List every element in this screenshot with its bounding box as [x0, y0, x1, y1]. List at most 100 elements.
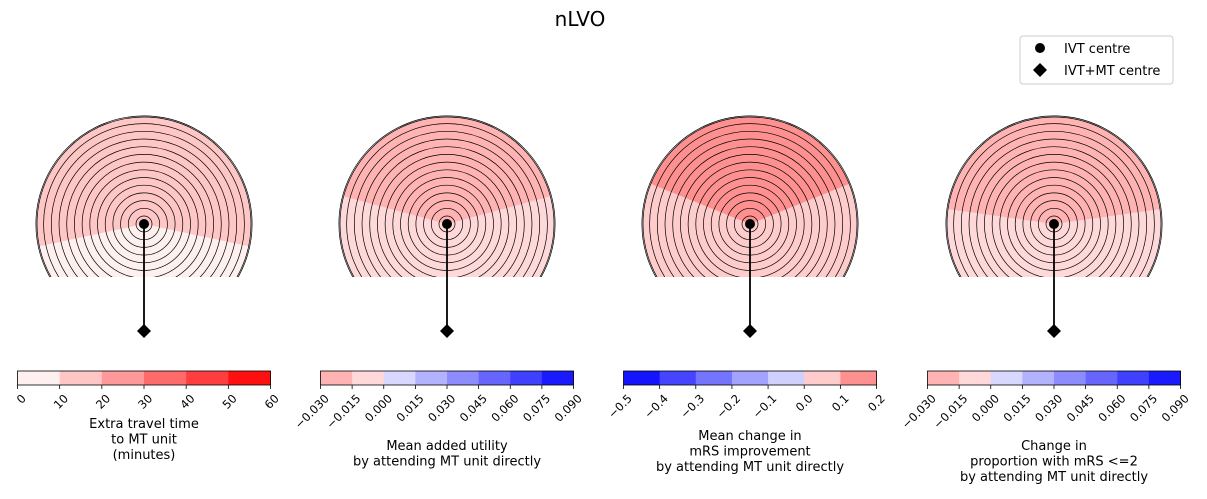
colorbar-tick-label: −0.015 [323, 391, 363, 431]
contour-line [81, 161, 207, 277]
contour-line [664, 138, 836, 277]
colorbar-tick-label: 0.015 [1001, 391, 1034, 424]
contour-line [968, 138, 1140, 277]
colorbar-label: Mean added utility [386, 439, 508, 454]
colorbar-segment [186, 371, 229, 385]
contour-line [991, 161, 1117, 277]
colorbar-tick-label: −0.4 [641, 391, 671, 421]
colorbar-tick-label: 0.030 [1032, 391, 1065, 424]
colorbar-tick-label: −0.1 [750, 391, 780, 421]
colorbar-segment [144, 371, 187, 385]
colorbar-label: (minutes) [113, 448, 176, 463]
colorbar-segment [510, 371, 543, 385]
ivtmt-centre-marker [743, 324, 757, 338]
colorbar-segment [990, 371, 1023, 385]
colorbar-label: by attending MT unit directly [353, 455, 541, 470]
colorbar-segment [447, 371, 480, 385]
contour-line [976, 146, 1132, 277]
contour-line [999, 169, 1109, 277]
contour-line [642, 116, 858, 277]
colorbar-segment [101, 371, 145, 385]
map-4 [945, 115, 1163, 277]
contour-line [66, 146, 222, 277]
ivt-centre-marker [745, 219, 755, 229]
colorbar-tick-label: 50 [219, 391, 239, 411]
panel-2: −0.030−0.0150.0000.0150.0300.0450.0600.0… [292, 115, 585, 470]
contour-line [346, 123, 548, 277]
contour-line [35, 115, 253, 277]
colorbar-segment [478, 371, 511, 385]
map-1 [35, 115, 253, 277]
contour-line [50, 130, 238, 277]
contour-line [338, 115, 556, 277]
colorbar-segment [352, 371, 385, 385]
contour-line [353, 130, 541, 277]
colorbar-tick-label: −0.030 [292, 391, 332, 431]
colorbar-tick-label: −0.2 [714, 391, 744, 421]
colorbar-label: by attending MT unit directly [656, 460, 844, 475]
legend-ivt-marker [1035, 43, 1045, 53]
colorbar-tick-label: 40 [177, 391, 197, 411]
colorbar-tick-label: 0.090 [1159, 391, 1192, 424]
panel-4: −0.030−0.0150.0000.0150.0300.0450.0600.0… [899, 115, 1192, 485]
legend-ivtmt-marker [1033, 63, 1047, 77]
colorbar-segment [1148, 371, 1181, 385]
contour-line [58, 138, 230, 277]
colorbar-tick-label: 0.060 [488, 391, 521, 424]
legend-frame [1019, 35, 1174, 85]
colorbar-segment [659, 371, 697, 385]
colorbar-frame [623, 370, 877, 386]
contour-line [946, 116, 1162, 277]
colorbar-segment [541, 371, 574, 385]
colorbar-tick-label: 0 [14, 391, 29, 406]
map-band [650, 117, 850, 224]
legend-ivt-label: IVT centre [1064, 42, 1130, 57]
colorbar-segment [731, 371, 769, 385]
colorbar-tick-label: 0.075 [1127, 391, 1160, 424]
contour-line [945, 115, 1163, 277]
contour-line [984, 154, 1124, 277]
colorbar-segment [17, 371, 61, 385]
map-band [343, 117, 551, 224]
contour-line [687, 161, 813, 277]
contour-line [641, 115, 859, 277]
colorbar-tick-label: 0.045 [1064, 391, 1097, 424]
colorbar-segment [228, 371, 271, 385]
contour-line [377, 154, 517, 277]
colorbar-segment [1022, 371, 1055, 385]
contour-line [369, 146, 525, 277]
colorbar-segment [415, 371, 448, 385]
colorbar-label: Mean change in [698, 429, 801, 444]
map-3 [641, 115, 859, 277]
colorbar-tick-label: −0.5 [605, 391, 635, 421]
colorbar-segment [695, 371, 733, 385]
colorbar-segment [59, 371, 103, 385]
map-2 [338, 115, 556, 277]
contour-line [339, 116, 555, 277]
contour-line [960, 130, 1148, 277]
colorbar-segment [623, 371, 661, 385]
ivt-centre-marker [1049, 219, 1059, 229]
colorbar-segment [840, 371, 877, 385]
ivtmt-centre-marker [1047, 324, 1061, 338]
colorbar-segment [1117, 371, 1150, 385]
colorbar-3: −0.5 −0.4 −0.3 −0.2 −0.1 0.0 0.1 0.2 Mean change… [605, 370, 888, 475]
colorbar-tick-label: −0.030 [899, 391, 939, 431]
colorbar-tick-label: 60 [262, 391, 282, 411]
colorbar-label: mRS improvement [689, 445, 810, 460]
colorbar-segment [959, 371, 992, 385]
colorbar-tick-label: 0.2 [865, 391, 888, 414]
colorbar-segment [927, 371, 960, 385]
colorbar-4: −0.030−0.0150.0000.0150.0300.0450.0600.0… [899, 370, 1192, 485]
colorbar-2: −0.030−0.0150.0000.0150.0300.0450.0600.0… [292, 370, 585, 470]
colorbar-tick-label: 0.090 [552, 391, 585, 424]
colorbar-tick-label: 0.000 [969, 391, 1002, 424]
colorbar-segment [768, 371, 805, 385]
ivtmt-centre-marker [440, 324, 454, 338]
colorbar-tick-label: 0.045 [457, 391, 490, 424]
colorbar-tick-label: 10 [51, 391, 71, 411]
colorbar-tick-label: 0.000 [362, 391, 395, 424]
colorbar-tick-label: 0.0 [793, 391, 816, 414]
colorbar-tick-label: 0.060 [1095, 391, 1128, 424]
